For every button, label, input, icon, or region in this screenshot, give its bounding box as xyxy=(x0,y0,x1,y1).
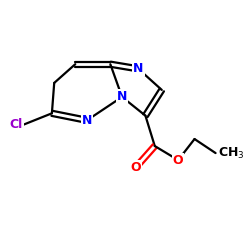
Text: CH$_3$: CH$_3$ xyxy=(218,146,244,160)
Text: O: O xyxy=(173,154,184,166)
Text: N: N xyxy=(133,62,143,76)
Text: N: N xyxy=(117,90,127,104)
Text: O: O xyxy=(131,160,141,173)
Text: Cl: Cl xyxy=(10,118,23,132)
Text: N: N xyxy=(82,114,92,127)
